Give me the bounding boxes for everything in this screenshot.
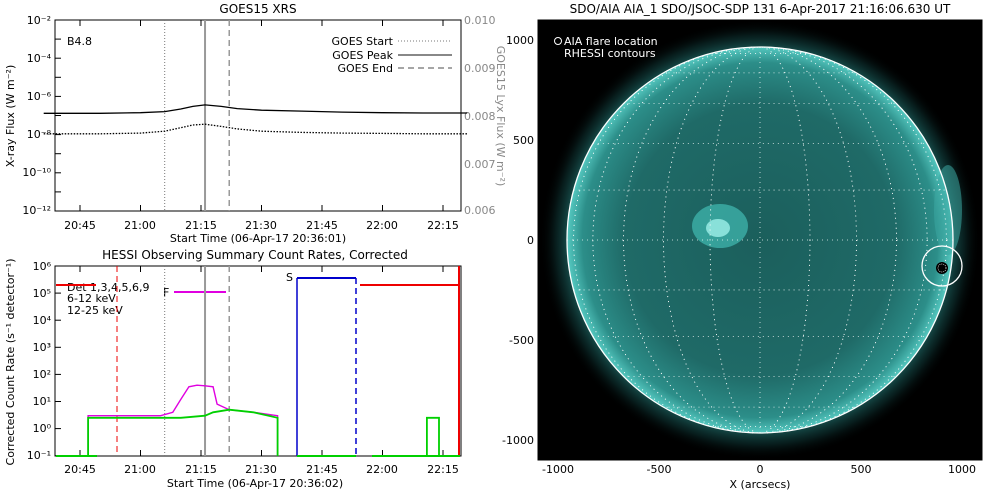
legend-aia-flare-location: AIA flare location (564, 35, 658, 48)
goes-ytick-label: 10⁻⁶ (27, 90, 52, 103)
rhessi-contour (936, 262, 948, 274)
legend-12-25: 12-25 keV (67, 304, 123, 317)
goes-legend: GOES Start GOES Peak GOES End (332, 35, 452, 75)
aia-x-axis: -1000 -500 0 500 1000 (542, 463, 976, 476)
goes-title: GOES15 XRS (219, 2, 296, 16)
aia-ytick-label: 0 (527, 234, 534, 247)
legend-6-12: 6-12 keV (67, 292, 116, 305)
aia-image (540, 20, 980, 460)
goes-right-tick-label: 0.009 (464, 62, 496, 75)
goes-xtick-label: 21:30 (245, 219, 277, 232)
goes-right-tick-label: 0.006 (464, 204, 496, 217)
hessi-ytick-label: 10⁴ (33, 314, 52, 327)
hessi-ytick-label: 10¹ (33, 395, 51, 408)
flare-location-circle (921, 245, 963, 287)
aia-ytick-label: 500 (513, 134, 534, 147)
hessi-x-axis: 20:45 21:00 21:15 21:30 21:45 22:00 22:1… (64, 463, 459, 476)
goes-xtick-label: 21:45 (306, 219, 338, 232)
goes-series-long (43, 104, 468, 114)
legend-goes-peak: GOES Peak (332, 49, 393, 62)
active-region-core (706, 219, 730, 237)
hessi-chart: HESSI Observing Summary Count Rates, Cor… (4, 248, 462, 490)
aia-xtick-label: 0 (757, 463, 764, 476)
hessi-title: HESSI Observing Summary Count Rates, Cor… (102, 248, 408, 262)
solar-limb (566, 46, 954, 434)
longitude-line (709, 46, 811, 434)
hessi-legend: Det 1,3,4,5,6,9 6-12 keV 12-25 keV (67, 281, 150, 317)
hessi-xtick-label: 20:45 (64, 463, 96, 476)
goes-x-title: Start Time (06-Apr-17 20:36:01) (170, 232, 346, 245)
hessi-plot-frame (54, 265, 462, 457)
goes-right-title: GOES15 Lyx Flux (W m⁻²) (494, 46, 507, 187)
goes-xtick-label: 22:15 (427, 219, 459, 232)
hessi-x-title: Start Time (06-Apr-17 20:36:02) (167, 477, 343, 490)
hessi-y-axis: 10⁶ 10⁵ 10⁴ 10³ 10² 10¹ 10⁰ 10⁻¹ (27, 260, 52, 462)
legend-rhessi-contours: RHESSI contours (564, 47, 656, 60)
goes-ytick-label: 10⁻⁸ (27, 128, 52, 141)
aia-legend: AIA flare location RHESSI contours (554, 35, 658, 60)
aia-ytick-label: -1000 (502, 434, 534, 447)
hessi-xtick-label: 21:45 (306, 463, 338, 476)
hessi-ytick-label: 10² (33, 368, 51, 381)
hessi-data-marks (55, 265, 460, 457)
goes-xtick-label: 22:00 (366, 219, 398, 232)
hessi-ytick-label: 10⁶ (33, 260, 52, 273)
aia-x-title: X (arcsecs) (730, 478, 791, 491)
aia-xtick-label: 1000 (948, 463, 976, 476)
hessi-series-green-tail (425, 416, 440, 456)
hessi-ytick-label: 10⁵ (33, 287, 51, 300)
goes-series-short (43, 123, 468, 135)
aia-y-axis: 1000 500 0 -500 -1000 (502, 34, 534, 447)
hessi-flag-s: S (286, 271, 293, 284)
aia-title: SDO/AIA AIA_1 SDO/JSOC-SDP 131 6-Apr-201… (570, 2, 951, 16)
goes-class-label: B4.8 (67, 35, 92, 48)
goes-ytick-label: 10⁻⁴ (27, 52, 52, 65)
goes-right-tick-label: 0.010 (464, 14, 496, 27)
aia-image-chart: SDO/AIA AIA_1 SDO/JSOC-SDP 131 6-Apr-201… (502, 2, 983, 491)
goes-y-axis: 10⁻² 10⁻⁴ 10⁻⁶ 10⁻⁸ 10⁻¹⁰ 10⁻¹² (22, 14, 51, 217)
sun-disk (567, 47, 953, 433)
goes-ytick-label: 10⁻² (27, 14, 51, 27)
rhessi-contour-inner (937, 263, 947, 273)
goes-right-tick-label: 0.008 (464, 110, 496, 123)
hessi-xtick-label: 21:00 (124, 463, 156, 476)
goes-y-title: X-ray Flux (W m⁻²) (4, 65, 17, 167)
hessi-series-1 (87, 408, 279, 456)
aia-xtick-label: -1000 (542, 463, 574, 476)
aia-legend-circle-icon (554, 37, 562, 45)
goes-xtick-label: 21:15 (185, 219, 217, 232)
hessi-flag-f: F (163, 286, 169, 299)
longitude-line (573, 46, 947, 434)
goes-xtick-label: 20:45 (64, 219, 96, 232)
legend-goes-end: GOES End (337, 62, 393, 75)
goes-right-axis: 0.010 0.009 0.008 0.007 0.006 (464, 14, 496, 217)
goes-plot-frame (54, 19, 462, 212)
hessi-ytick-label: 10³ (33, 341, 51, 354)
aia-ytick-label: 1000 (506, 34, 534, 47)
goes-x-axis: 20:45 21:00 21:15 21:30 21:45 22:00 22:1… (64, 219, 459, 232)
goes-xtick-label: 21:00 (124, 219, 156, 232)
hessi-xtick-label: 21:30 (245, 463, 277, 476)
hessi-xtick-label: 22:15 (427, 463, 459, 476)
aia-ytick-label: -500 (509, 334, 534, 347)
legend-goes-start: GOES Start (332, 35, 394, 48)
goes-right-tick-label: 0.007 (464, 158, 496, 171)
goes-ytick-label: 10⁻¹⁰ (22, 166, 51, 179)
hessi-xtick-label: 22:00 (366, 463, 398, 476)
aia-xtick-label: -500 (647, 463, 672, 476)
goes-data-marks (43, 19, 468, 212)
hessi-ytick-label: 10⁰ (33, 422, 52, 435)
hessi-xtick-label: 21:15 (185, 463, 217, 476)
goes-chart: GOES15 XRS 20:45 21:00 21:15 21:30 21:45… (4, 2, 507, 245)
hessi-ytick-label: 10⁻¹ (27, 449, 51, 462)
goes-ytick-label: 10⁻¹² (22, 204, 51, 217)
hessi-y-title: Corrected Count Rate (s⁻¹ detector⁻¹) (4, 259, 17, 466)
aia-xtick-label: 500 (851, 463, 872, 476)
limb-brightening (934, 165, 962, 255)
aia-plot-frame (537, 19, 983, 461)
